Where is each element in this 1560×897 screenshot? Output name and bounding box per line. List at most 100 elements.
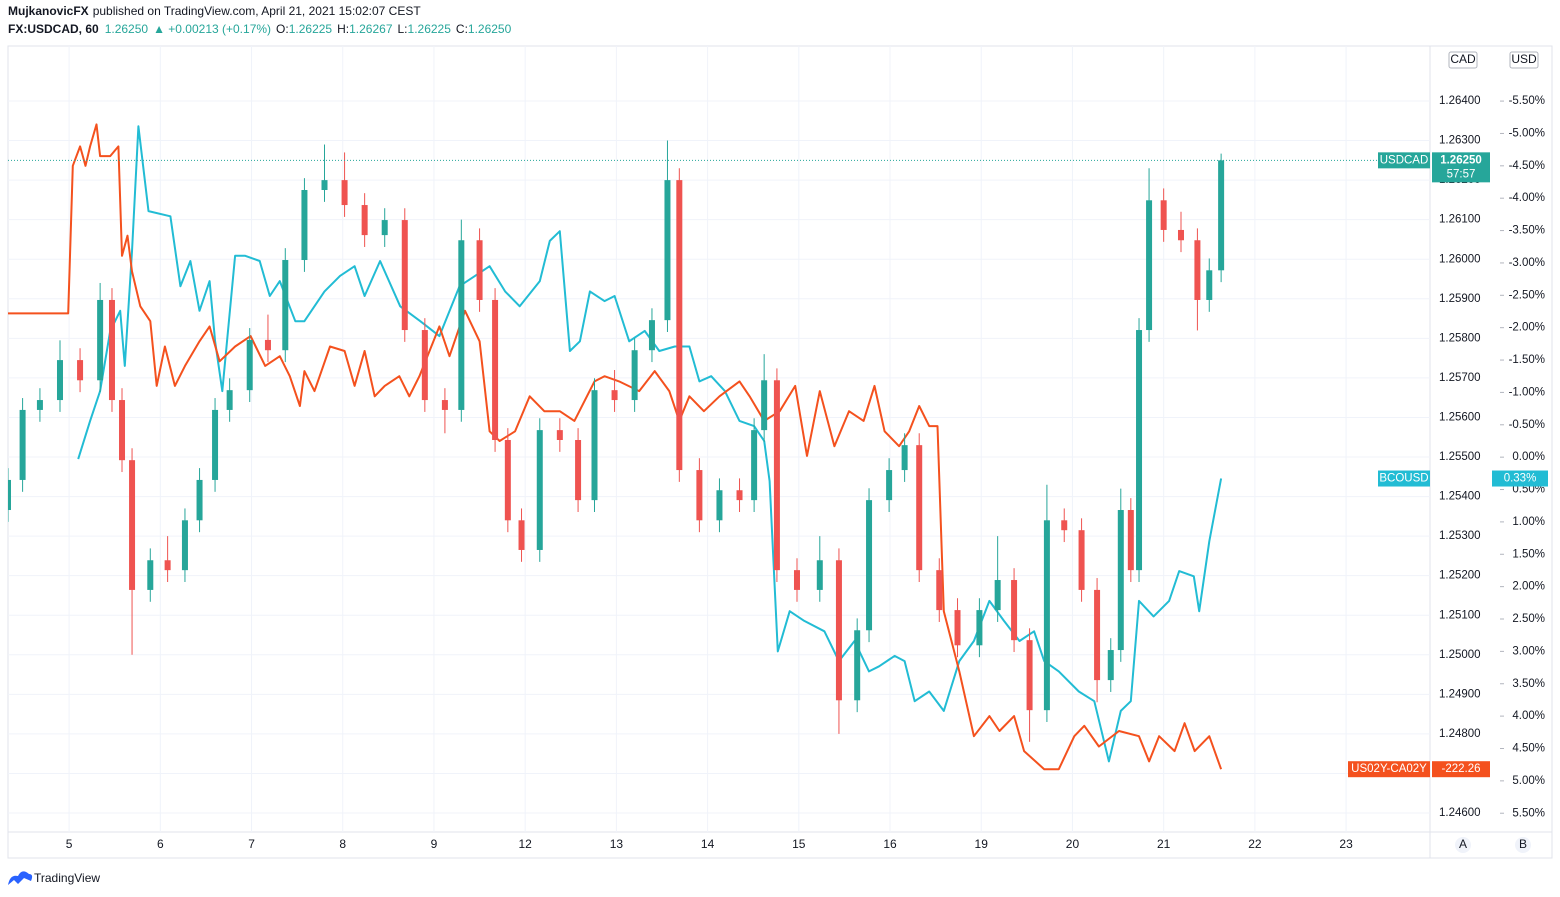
candle-body — [518, 520, 525, 550]
header-quote: FX:USDCAD, 60 1.26250 ▲ +0.00213 (+0.17%) O… — [8, 22, 512, 36]
candle-body — [1136, 330, 1143, 571]
candle-body — [954, 610, 961, 646]
candle-body — [1061, 520, 1068, 531]
candle-body — [164, 560, 171, 571]
candle-body — [631, 350, 638, 401]
candle-body — [854, 630, 861, 701]
y-tick-label: 1.26000 — [1439, 253, 1481, 265]
series-name-tag — [1378, 470, 1430, 487]
y2-tick-label: -1.50% — [1509, 354, 1545, 366]
axis-badge[interactable] — [1509, 51, 1539, 69]
brand: TradingView — [34, 871, 100, 885]
candle-body — [591, 390, 598, 501]
axis-badge-label[interactable]: USD — [1511, 52, 1537, 66]
candle-body — [8, 479, 11, 511]
x-tick-label: 23 — [1339, 837, 1353, 851]
ohlc-key: H: — [337, 22, 349, 36]
y2-tick-label: -5.00% — [1509, 127, 1545, 139]
candle-body — [421, 330, 428, 401]
y2-tick-label: -0.50% — [1509, 419, 1545, 431]
series-name-tag — [1348, 761, 1430, 778]
candle-body — [1043, 520, 1050, 711]
y2-tick-label: 4.00% — [1512, 710, 1545, 722]
y2-tick-label: 1.50% — [1512, 548, 1545, 560]
candle-body — [696, 470, 703, 521]
ohlc-value: 1.26267 — [349, 22, 393, 36]
x-tick-label: 13 — [610, 837, 624, 851]
x-tick-label: 9 — [431, 837, 438, 851]
candle-body — [1160, 200, 1167, 230]
candle-body — [492, 299, 499, 440]
logo-icon — [8, 871, 33, 885]
x-tick-label: 5 — [66, 837, 73, 851]
y2-tick-label: 3.50% — [1512, 678, 1545, 690]
axis-badge[interactable] — [1448, 51, 1478, 69]
candle-body — [835, 560, 842, 701]
candle-body — [341, 180, 348, 206]
candle-body — [1011, 580, 1018, 641]
axes: 56789121314151619202122231.246001.247001… — [66, 95, 1548, 851]
ohlc-value: 1.26225 — [408, 22, 452, 36]
candle-body — [886, 470, 893, 501]
y2-tick-label: -2.00% — [1509, 322, 1545, 334]
candle-body — [147, 560, 154, 590]
candle-body — [676, 180, 683, 471]
candle-body — [212, 409, 219, 480]
candle-body — [1218, 160, 1225, 271]
y-tick-label: 1.25900 — [1439, 293, 1481, 305]
price-tag-label: 1.26250 — [1440, 154, 1482, 166]
candle-body — [1194, 240, 1201, 300]
candle-body — [536, 430, 543, 550]
y2-tick-label: 2.00% — [1512, 581, 1545, 593]
candle-body — [1206, 270, 1213, 300]
y-tick-label: 1.25300 — [1439, 530, 1481, 542]
x-tick-label: 6 — [157, 837, 164, 851]
scale-button[interactable] — [1515, 837, 1531, 853]
candle-body — [119, 400, 126, 461]
series-value-tag — [1492, 470, 1548, 487]
y2-tick-label: -3.00% — [1509, 257, 1545, 269]
scale-button-label[interactable]: B — [1519, 837, 1527, 851]
author: MujkanovicFX — [8, 4, 89, 18]
y2-tick-label: 5.00% — [1512, 775, 1545, 787]
published: published on TradingView.com, April 21, … — [93, 4, 422, 18]
axis-badge-label[interactable]: CAD — [1450, 52, 1476, 66]
x-tick-label: 19 — [975, 837, 989, 851]
y2-tick-label: 3.00% — [1512, 645, 1545, 657]
y-tick-label: 1.25100 — [1439, 609, 1481, 621]
price-tag — [1432, 152, 1490, 183]
scale-button-label[interactable]: A — [1459, 837, 1467, 851]
candle-body — [1146, 200, 1153, 331]
candle-body — [1117, 510, 1124, 651]
candle-body — [129, 460, 136, 590]
candle-body — [866, 500, 873, 631]
y-tick-label: 1.25800 — [1439, 332, 1481, 344]
symbol-tag — [1378, 152, 1430, 169]
y2-tick-label: 2.50% — [1512, 613, 1545, 625]
plot — [8, 123, 1430, 771]
y2-tick-label: 5.50% — [1512, 807, 1545, 819]
candle-body — [264, 339, 271, 351]
candle-body — [1177, 229, 1184, 241]
scale-button[interactable] — [1455, 837, 1471, 853]
candle-body — [1107, 650, 1114, 681]
candle-body — [936, 570, 943, 611]
y-tick-label: 1.25500 — [1439, 451, 1481, 463]
candle-body — [77, 360, 84, 381]
candle-body — [361, 205, 368, 236]
ohlc-key: O: — [276, 22, 289, 36]
candle-body — [901, 445, 908, 471]
candle-body — [716, 490, 723, 521]
candle-body — [1127, 510, 1134, 571]
x-tick-label: 14 — [701, 837, 715, 851]
x-tick-label: 22 — [1248, 837, 1262, 851]
series-name: US02Y-CA02Y — [1351, 763, 1427, 775]
candle-body — [648, 320, 655, 351]
y-tick-label: 1.24600 — [1439, 807, 1481, 819]
y2-tick-label: -3.50% — [1509, 225, 1545, 237]
candle-body — [19, 409, 26, 480]
y2-tick-label: 1.00% — [1512, 516, 1545, 528]
x-tick-label: 7 — [248, 837, 255, 851]
y2-tick-label: 0.00% — [1512, 451, 1545, 463]
